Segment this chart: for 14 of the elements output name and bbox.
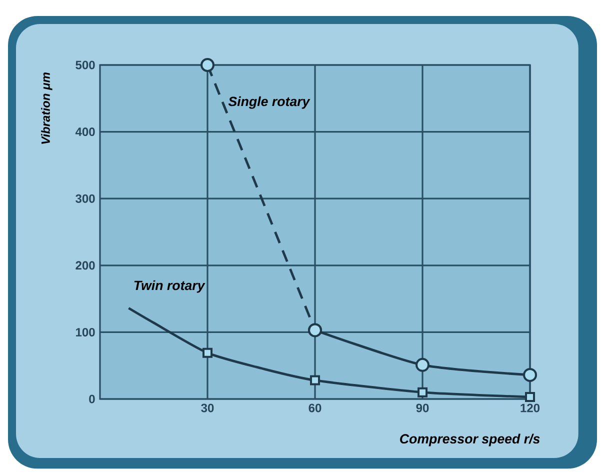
y-axis-title: Vibration μm bbox=[41, 72, 52, 144]
x-tick-label: 30 bbox=[201, 404, 214, 412]
y-tick-label: 100 bbox=[76, 328, 95, 336]
x-tick-label: 90 bbox=[416, 404, 429, 412]
x-tick-label: 120 bbox=[520, 404, 540, 412]
y-tick-label: 400 bbox=[75, 128, 95, 136]
x-axis-title: Compressor speed r/s bbox=[400, 434, 540, 446]
y-tick-label: 300 bbox=[76, 194, 95, 203]
series-label: Twin rotary bbox=[134, 280, 206, 293]
y-tick-label: 500 bbox=[76, 60, 95, 70]
y-tick-label: 0 bbox=[89, 394, 95, 404]
series-label: Single rotary bbox=[228, 96, 310, 109]
y-tick-label: 200 bbox=[76, 261, 95, 270]
x-tick-label: 60 bbox=[308, 404, 322, 412]
